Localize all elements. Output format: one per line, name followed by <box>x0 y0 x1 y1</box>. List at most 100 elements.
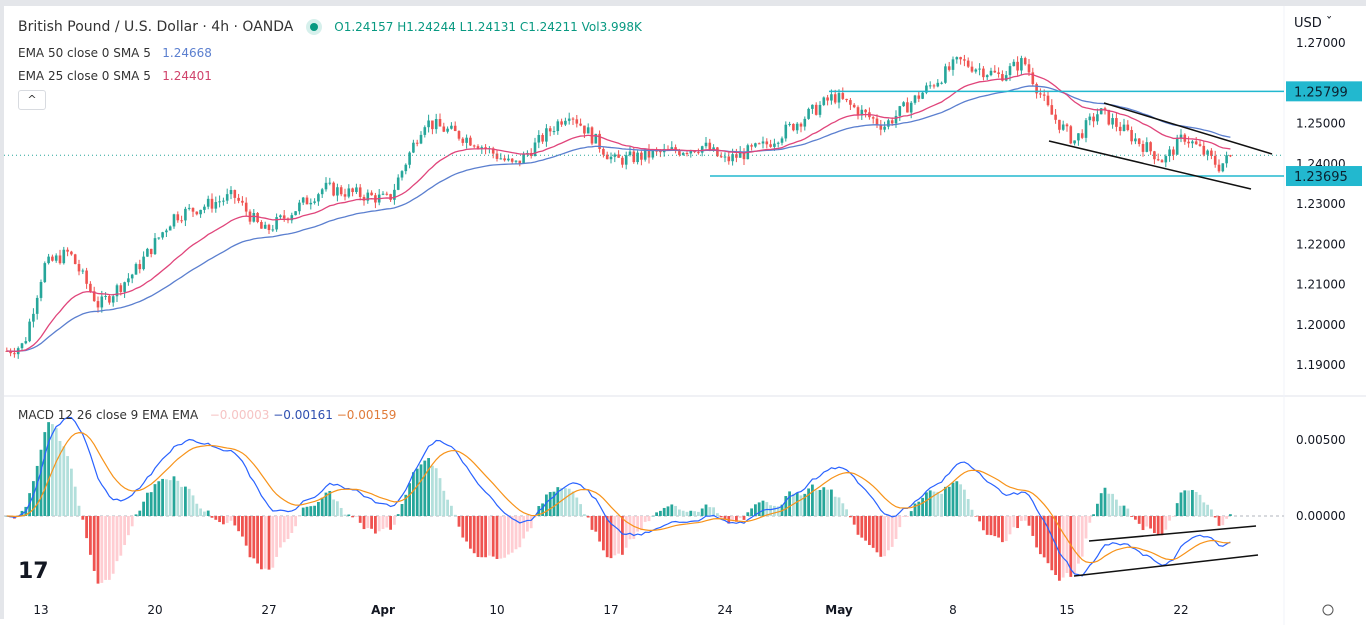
macd-histogram-bar <box>381 516 385 529</box>
candle <box>970 61 974 73</box>
macd-histogram-bar <box>632 516 636 539</box>
macd-histogram-bar <box>1118 505 1122 516</box>
macd-histogram-bar <box>195 503 199 516</box>
macd-histogram-bar <box>1027 516 1031 526</box>
candle-body <box>647 149 651 158</box>
candle-body <box>184 208 187 221</box>
candle <box>1206 149 1209 161</box>
candle <box>697 148 700 155</box>
candle <box>719 152 723 159</box>
chart-canvas[interactable]: 1.270001.250001.240001.230001.220001.210… <box>4 6 1366 625</box>
macd-histogram-bar <box>104 516 107 580</box>
candle-body <box>940 82 943 84</box>
macd-histogram-bar <box>1175 503 1179 516</box>
ema25-legend[interactable]: EMA 25 close 0 SMA 5 1.24401 <box>18 69 212 83</box>
macd-legend[interactable]: MACD 12 26 close 9 EMA EMA −0.00003 −0.0… <box>18 408 396 422</box>
macd-histogram-bar <box>157 481 161 516</box>
candle-body <box>708 142 712 151</box>
candle <box>685 151 689 157</box>
signal-line <box>6 432 1231 564</box>
candle-body <box>195 211 199 215</box>
candle-body <box>651 150 655 158</box>
candle <box>1103 106 1107 115</box>
macd-histogram-bar <box>974 516 978 517</box>
price-tick-label: 1.27000 <box>1296 36 1346 50</box>
candle <box>305 195 309 205</box>
settings-icon[interactable] <box>1322 604 1334 616</box>
candle-body <box>636 152 639 163</box>
macd-histogram-bar <box>887 516 890 551</box>
candle <box>370 190 373 196</box>
currency-selector[interactable]: USD ˇ <box>1294 16 1332 31</box>
upper-trendline[interactable] <box>1103 102 1273 155</box>
macd-histogram-bar <box>1172 516 1175 517</box>
candle <box>750 143 753 151</box>
candle <box>13 347 16 358</box>
candle <box>176 211 180 223</box>
candle-body <box>165 230 168 233</box>
macd-histogram-bar <box>590 516 594 530</box>
candle-body <box>393 189 396 200</box>
macd-tick-label: 0.00000 <box>1296 509 1346 523</box>
chevron-down-icon: ˇ <box>1321 16 1333 31</box>
candle <box>1027 58 1031 77</box>
candle-body <box>343 194 347 197</box>
candle <box>993 65 997 73</box>
candle-body <box>712 147 715 151</box>
macd-histogram-bar <box>754 504 757 516</box>
macd-histogram-bar <box>757 502 761 516</box>
candle-body <box>244 202 248 212</box>
candle <box>921 91 924 100</box>
candle-body <box>313 201 316 203</box>
candle <box>860 105 864 120</box>
macd-histogram-bar <box>39 449 43 516</box>
candle <box>92 286 96 302</box>
macd-histogram-bar <box>940 493 943 516</box>
macd-histogram-bar <box>241 516 244 537</box>
macd-histogram-bar <box>453 514 457 516</box>
candle <box>130 273 134 284</box>
candle <box>58 249 62 265</box>
ema50-legend[interactable]: EMA 50 close 0 SMA 5 1.24668 <box>18 46 212 60</box>
candle-body <box>1088 116 1092 121</box>
candle-body <box>826 97 829 101</box>
candle-body <box>347 188 351 197</box>
candle <box>1077 133 1080 146</box>
candle <box>849 98 852 111</box>
collapse-legend-button[interactable]: ^ <box>18 90 46 110</box>
candle-body <box>982 68 985 78</box>
candle-body <box>1065 124 1069 127</box>
candle <box>1107 109 1111 126</box>
candle <box>556 119 560 135</box>
macd-histogram-bar <box>621 516 624 555</box>
candle-body <box>358 187 362 197</box>
macd-histogram-bar <box>1217 516 1221 526</box>
macd-histogram-bar <box>191 495 195 516</box>
candle-body <box>985 75 989 78</box>
macd-histogram-bar <box>879 516 883 557</box>
macd-histogram-bar <box>256 516 259 564</box>
candle <box>985 74 989 81</box>
time-tick-label: 24 <box>717 603 732 617</box>
symbol-title[interactable]: British Pound / U.S. Dollar · 4h · OANDA <box>18 19 294 35</box>
candle <box>256 211 259 224</box>
macd-histogram-bar <box>313 505 316 516</box>
candle-body <box>640 152 643 160</box>
lower-trendline[interactable] <box>1048 140 1252 190</box>
macd-histogram-bar <box>567 488 571 516</box>
macd-histogram-bar <box>510 516 514 553</box>
candle-body <box>161 232 164 238</box>
candle-body <box>883 126 886 130</box>
candle-body <box>328 182 332 184</box>
candle-body <box>13 353 16 355</box>
macd-lower-trendline[interactable] <box>1073 554 1259 577</box>
macd-upper-trendline[interactable] <box>1088 525 1257 542</box>
candle <box>868 107 871 120</box>
candle-body <box>1023 58 1027 65</box>
candle <box>811 104 814 114</box>
candle <box>906 97 909 113</box>
candle-body <box>1046 95 1050 106</box>
candle-body <box>719 156 723 158</box>
candle-body <box>1118 126 1122 132</box>
candle-body <box>609 156 613 160</box>
